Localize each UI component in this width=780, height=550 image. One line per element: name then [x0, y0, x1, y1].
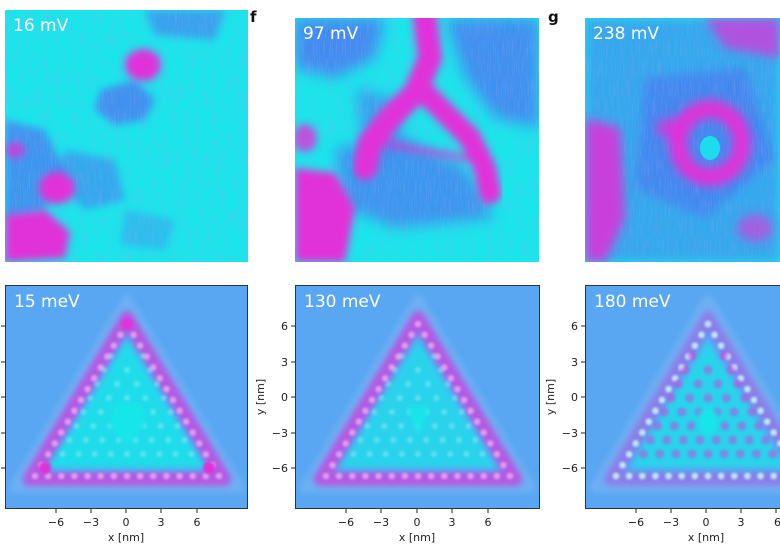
y-tick: 0 [281, 391, 288, 404]
x-tick: −6 [338, 516, 354, 529]
x-tick: 0 [123, 516, 130, 529]
y-axis-label: y [nm] [254, 379, 267, 415]
x-axis-panel2: −6 −3 0 3 6 x [nm] [338, 509, 492, 544]
x-tick: 6 [485, 516, 492, 529]
y-tick: −3 [562, 427, 578, 440]
y-tick: 3 [281, 356, 288, 369]
energy-label: 130 meV [304, 292, 381, 312]
y-tick: −6 [272, 462, 288, 475]
energy-label: 180 meV [594, 292, 671, 312]
energy-label: 238 mV [593, 24, 660, 44]
y-tick: 0 [571, 391, 578, 404]
stm-map-97mv: 97 mV [295, 18, 539, 262]
y-axis-label: y [nm] [544, 379, 557, 415]
x-tick: 0 [703, 516, 710, 529]
y-tick: 6 [571, 320, 578, 333]
x-axis-panel1: −6 −3 0 3 6 x [nm] [48, 509, 201, 544]
x-tick: −3 [83, 516, 99, 529]
x-tick: −3 [663, 516, 679, 529]
x-tick: 6 [194, 516, 201, 529]
x-tick: 0 [414, 516, 421, 529]
x-tick: 3 [449, 516, 456, 529]
x-tick: −3 [373, 516, 389, 529]
energy-label: 97 mV [303, 24, 359, 44]
y-tick: 6 [281, 320, 288, 333]
x-tick: −6 [628, 516, 644, 529]
y-tick: −6 [562, 462, 578, 475]
stm-map-238mv: 238 mV [585, 18, 780, 262]
x-tick-partial: 6 [774, 516, 780, 529]
x-tick: −6 [48, 516, 64, 529]
x-axis-panel3: −6 −3 0 3 6 x [nm] [628, 509, 780, 544]
y-tick: −3 [272, 427, 288, 440]
y-tick: 3 [571, 356, 578, 369]
ldos-map-130mev: 130 meV [295, 285, 540, 509]
ldos-map-180mev: 180 meV [585, 285, 780, 509]
y-axis-panel2: 6 3 0 −3 −6 y [nm] [254, 320, 295, 475]
x-axis-label: x [nm] [399, 531, 435, 544]
x-axis-label: x [nm] [688, 531, 724, 544]
stm-map-16mv: 16 mV [5, 10, 248, 262]
ldos-map-15mev: 15 meV [5, 285, 248, 509]
x-axis-label: x [nm] [108, 531, 144, 544]
y-ticks-panel1 [1, 325, 5, 469]
energy-label: 15 meV [14, 292, 80, 312]
x-tick: 3 [158, 516, 165, 529]
energy-label: 16 mV [13, 16, 69, 36]
x-tick: 3 [738, 516, 745, 529]
y-axis-panel3: 6 3 0 −3 −6 y [nm] [544, 320, 585, 475]
panel-label-f: f [250, 8, 257, 26]
panel-label-g: g [548, 8, 559, 26]
